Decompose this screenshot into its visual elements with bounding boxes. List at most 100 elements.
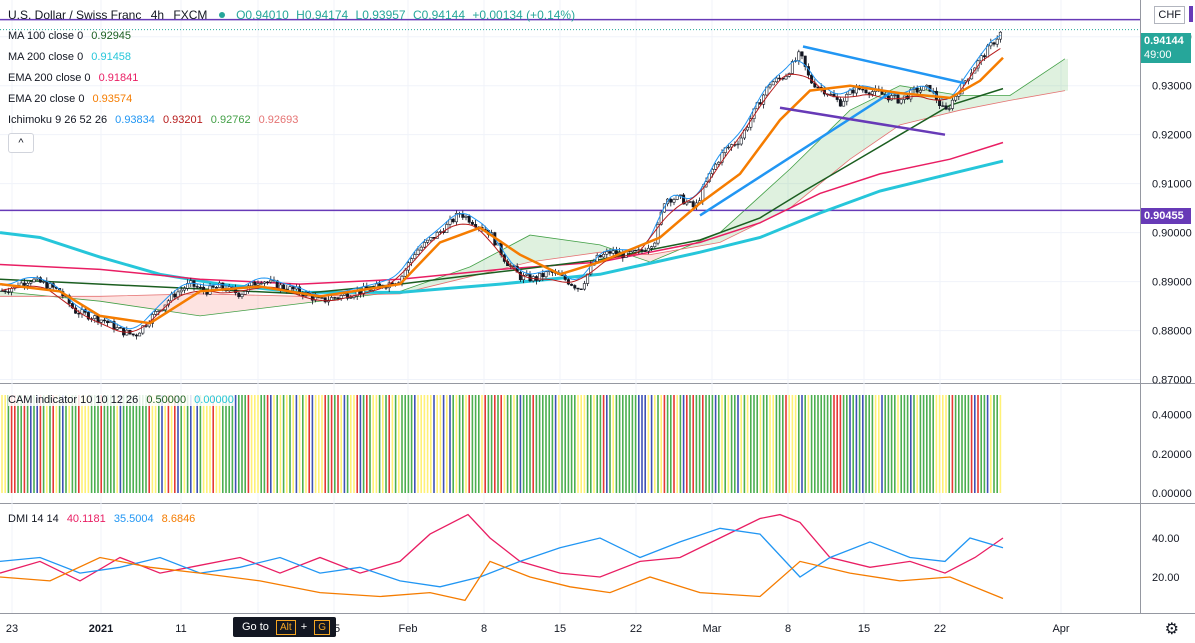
gear-icon[interactable]: ⚙	[1164, 621, 1179, 638]
legend-dmi[interactable]: DMI 14 14 40.1181 35.5004 8.6846	[8, 513, 195, 525]
cam-bar	[388, 395, 390, 493]
cam-bar	[804, 395, 806, 493]
cam-bar	[798, 395, 800, 493]
candle-body	[266, 281, 270, 284]
cloud-segment	[108, 295, 114, 304]
legend-label: DMI 14 14	[8, 513, 59, 525]
cam-bar	[814, 395, 816, 493]
candle-body	[918, 89, 922, 93]
cloud-segment	[468, 264, 474, 278]
cam-bar	[593, 395, 595, 493]
cam-bar	[263, 395, 266, 493]
cam-bar	[986, 395, 989, 493]
time-tick-label: 22	[934, 623, 946, 635]
cam-bar	[308, 395, 310, 493]
cam-bar	[129, 395, 131, 493]
cloud-segment	[120, 295, 126, 306]
candle-body	[739, 137, 743, 145]
cam-bar	[113, 395, 115, 493]
candle-body	[941, 105, 945, 107]
price-axis[interactable]: 0.940000.930000.920000.910000.900000.890…	[1152, 32, 1192, 584]
cam-bar	[250, 395, 253, 493]
cam-bar	[167, 395, 170, 493]
cam-bar	[948, 395, 950, 493]
cam-bar	[926, 395, 928, 493]
cam-bar	[417, 395, 419, 493]
cloud-segment	[876, 94, 882, 142]
cam-bar	[234, 395, 237, 493]
cam-bar	[151, 395, 154, 493]
candle-body	[22, 282, 26, 286]
cam-bar	[807, 395, 810, 493]
cam-bar	[490, 395, 493, 493]
cam-bar	[378, 395, 381, 493]
cloud-segment	[768, 183, 774, 219]
cam-bar	[119, 395, 122, 493]
cam-bar	[71, 395, 74, 493]
candle-body	[134, 334, 138, 337]
candle-body	[915, 87, 919, 93]
goto-button[interactable]: Go to Alt + G	[233, 617, 336, 637]
legend-cam[interactable]: CAM indicator 10 10 12 26 0.50000 0.0000…	[8, 394, 234, 406]
cam-bar	[471, 395, 474, 493]
cam-bar	[666, 395, 669, 493]
cam-bar	[327, 395, 330, 493]
legend-label: EMA 20 close 0	[8, 93, 85, 105]
cam-bar	[753, 395, 755, 493]
cam-bar	[356, 395, 358, 493]
low-value: L0.93957	[355, 8, 406, 22]
legend-ma100[interactable]: MA 100 close 0 0.92945	[8, 30, 131, 42]
current-price-tag: 0.94144	[1141, 33, 1191, 49]
cam-bar	[10, 395, 13, 493]
cam-bar	[295, 395, 298, 493]
cam-bar	[657, 395, 659, 493]
cam-bar	[302, 395, 304, 493]
cloud-segment	[294, 296, 300, 305]
cam-bar	[346, 395, 349, 493]
price-tick-label: 0.87000	[1152, 375, 1192, 387]
symbol-name[interactable]: U.S. Dollar / Swiss Franc	[8, 8, 142, 22]
candle-body	[851, 89, 855, 94]
cam-bar	[833, 395, 835, 493]
legend-ichimoku[interactable]: Ichimoku 9 26 52 26 0.93834 0.93201 0.92…	[8, 114, 298, 126]
candle-body	[195, 286, 199, 288]
cam-bar	[369, 395, 371, 493]
cam-bar	[522, 395, 525, 493]
candle-body	[576, 287, 580, 290]
time-axis[interactable]: 232021111825Feb81522Mar81522Apr	[6, 623, 1070, 635]
cam-bar	[586, 395, 589, 493]
cam-bar	[551, 395, 554, 493]
cam-bar	[916, 395, 918, 493]
cloud-segment	[150, 294, 156, 310]
collapse-legend-button[interactable]: ^	[8, 133, 34, 153]
interval[interactable]: 4h	[150, 8, 165, 22]
market-status-icon	[218, 12, 225, 18]
cam-bar	[996, 395, 998, 493]
candle-body	[6, 291, 10, 293]
cam-bar	[519, 395, 522, 493]
candle-body	[925, 84, 929, 87]
candle-body	[243, 291, 247, 295]
cam-bar	[574, 395, 576, 493]
candle-body	[861, 88, 865, 91]
candle-body	[438, 231, 442, 233]
cam-bar	[266, 395, 269, 493]
legend-ema20[interactable]: EMA 20 close 0 0.93574	[8, 93, 132, 105]
cam-bar	[756, 395, 758, 493]
cam-bar	[788, 395, 790, 493]
high-value: H0.94174	[296, 8, 349, 22]
cam-bar	[398, 395, 400, 493]
cam-bar	[631, 395, 634, 493]
legend-ema200[interactable]: EMA 200 close 0 0.91841	[8, 72, 138, 84]
candle-body	[211, 285, 215, 288]
currency-button[interactable]: CHF	[1154, 6, 1185, 24]
main-price-pane[interactable]	[0, 18, 1140, 340]
legend-ma200[interactable]: MA 200 close 0 0.91458	[8, 51, 131, 63]
candle-body	[586, 273, 590, 284]
candle-body	[86, 312, 90, 320]
candle-body	[320, 297, 324, 299]
cam-tick-label: 0.20000	[1152, 449, 1192, 461]
cam-bar	[894, 395, 896, 493]
cam-bar	[935, 395, 938, 493]
